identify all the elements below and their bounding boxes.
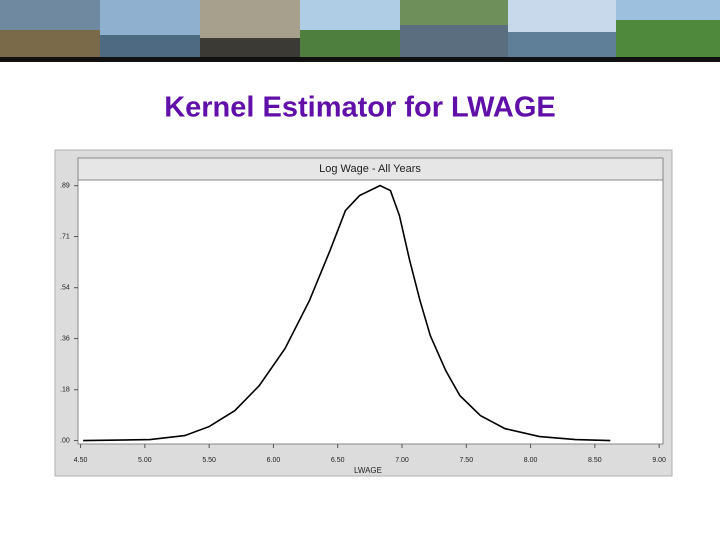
x-tick-label: 6.00 bbox=[267, 457, 281, 464]
x-tick-label: 5.50 bbox=[202, 457, 216, 464]
y-tick-label: .54 bbox=[60, 285, 70, 292]
y-tick-label: .18 bbox=[60, 387, 70, 394]
x-tick-label: 9.00 bbox=[652, 457, 666, 464]
photo bbox=[508, 32, 616, 58]
y-tick-label: .89 bbox=[60, 183, 70, 190]
y-tick-label: .36 bbox=[60, 335, 70, 342]
x-tick-label: 5.00 bbox=[138, 457, 152, 464]
x-tick-label: 4.50 bbox=[74, 457, 88, 464]
photo bbox=[400, 25, 508, 58]
density-line bbox=[83, 184, 611, 442]
photo bbox=[616, 20, 720, 58]
x-tick-label: 8.00 bbox=[524, 457, 538, 464]
banner-rule bbox=[0, 57, 720, 62]
photo-banner bbox=[0, 0, 720, 62]
x-tick-label: 6.50 bbox=[331, 457, 345, 464]
y-tick-label: .71 bbox=[60, 233, 70, 240]
photo bbox=[100, 35, 200, 58]
chart-title: Log Wage - All Years bbox=[319, 163, 421, 175]
x-tick-label: 7.50 bbox=[459, 457, 473, 464]
slide-title: Kernel Estimator for LWAGE bbox=[164, 92, 556, 124]
photo bbox=[300, 30, 400, 58]
x-axis-label: LWAGE bbox=[354, 466, 382, 475]
plot-area bbox=[77, 179, 664, 445]
photo bbox=[0, 30, 100, 58]
x-tick-label: 8.50 bbox=[588, 457, 602, 464]
x-tick-label: 7.00 bbox=[395, 457, 409, 464]
y-tick-label: .00 bbox=[60, 437, 70, 444]
photo bbox=[200, 38, 300, 58]
